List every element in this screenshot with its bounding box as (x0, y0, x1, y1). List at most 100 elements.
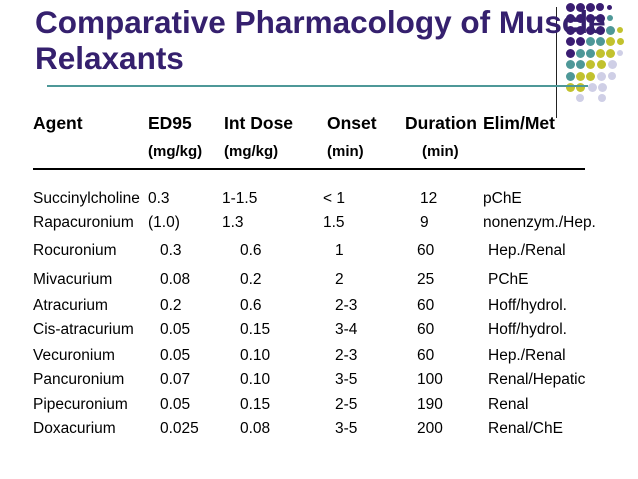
table-row: Atracurium 0.2 0.6 2-3 60 Hoff/hydrol. (33, 294, 613, 318)
cell-agent: Vecuronium (33, 347, 115, 365)
cell-onset: 3-5 (335, 371, 358, 389)
cell-agent: Mivacurium (33, 270, 113, 288)
cell-agent: Pipecuronium (33, 395, 128, 413)
olive-dot (565, 82, 575, 92)
lavender-dot (608, 72, 616, 80)
cell-int-dose: 0.2 (240, 270, 262, 288)
table-row: Doxacurium 0.025 0.08 3-5 200 Renal/ChE (33, 417, 613, 441)
table-row: Vecuronium 0.05 0.10 2-3 60 Hep./Renal (33, 344, 613, 368)
cell-agent: Atracurium (33, 296, 108, 314)
teal-dot (607, 15, 613, 21)
cell-agent: Doxacurium (33, 419, 116, 437)
cell-ed95: (1.0) (148, 214, 180, 232)
olive-dot (617, 27, 623, 33)
header-elim-met: Elim/Met (483, 113, 555, 133)
title-line-2: Relaxants (35, 40, 184, 76)
olive-dot (605, 48, 615, 58)
table-header-units-row: (mg/kg) (mg/kg) (min) (min) (33, 141, 613, 161)
table-row: Cis-atracurium 0.05 0.15 3-4 60 Hoff/hyd… (33, 318, 613, 342)
cell-duration: 200 (417, 419, 443, 437)
cell-int-dose: 0.08 (240, 419, 271, 437)
cell-duration: 190 (417, 395, 443, 413)
table-row: Pancuronium 0.07 0.10 3-5 100 Renal/Hepa… (33, 368, 613, 392)
header-onset: Onset (327, 113, 377, 133)
cell-int-dose: 0.15 (240, 395, 271, 413)
cell-onset: 3-5 (335, 419, 358, 437)
table-header-row: Agent ED95 Int Dose Onset Duration Elim/… (33, 113, 613, 133)
cell-duration: 60 (417, 347, 435, 365)
title-line-1: Comparative Pharmacology of Muscle (35, 4, 606, 40)
cell-elim-met: Hoff/hydrol. (488, 321, 567, 339)
olive-dot (616, 37, 624, 45)
cell-ed95: 0.05 (160, 321, 191, 339)
cell-elim-met: nonenzym./Hep. (483, 214, 596, 232)
cell-onset: < 1 (323, 190, 345, 208)
cell-onset: 2-3 (335, 296, 358, 314)
cell-duration: 60 (417, 242, 435, 260)
cell-elim-met: Renal (488, 395, 529, 413)
cell-int-dose: 1.3 (222, 214, 244, 232)
purple-dot (606, 4, 612, 10)
unit-ed95: (mg/kg) (148, 142, 203, 160)
cell-agent: Rocuronium (33, 242, 117, 260)
cell-elim-met: Hep./Renal (488, 242, 566, 260)
lavender-dot (597, 82, 607, 92)
cell-agent: Pancuronium (33, 371, 125, 389)
cell-int-dose: 0.6 (240, 242, 262, 260)
table-row: Pipecuronium 0.05 0.15 2-5 190 Renal (33, 393, 613, 417)
header-duration: Duration (405, 113, 477, 133)
header-underline (33, 168, 585, 170)
cell-int-dose: 0.10 (240, 371, 271, 389)
lavender-dot (598, 94, 606, 102)
cell-int-dose: 0.10 (240, 347, 271, 365)
cell-onset: 1.5 (323, 214, 345, 232)
cell-elim-met: Renal/Hepatic (488, 371, 586, 389)
cell-agent: Cis-atracurium (33, 321, 134, 339)
cell-elim-met: PChE (488, 270, 529, 288)
lavender-dot (617, 50, 623, 56)
cell-elim-met: Renal/ChE (488, 419, 563, 437)
table-row: Succinylcholine 0.3 1-1.5 < 1 12 pChE (33, 187, 613, 211)
cell-onset: 2-3 (335, 347, 358, 365)
cell-ed95: 0.2 (160, 296, 182, 314)
cell-duration: 12 (420, 190, 438, 208)
table-body: Succinylcholine 0.3 1-1.5 < 1 12 pChE Ra… (33, 187, 613, 441)
lavender-dot (576, 94, 584, 102)
lavender-dot (587, 82, 597, 92)
header-ed95: ED95 (148, 113, 192, 133)
cell-ed95: 0.05 (160, 347, 191, 365)
vertical-accent-line (556, 7, 557, 118)
cell-agent: Rapacuronium (33, 214, 134, 232)
unit-duration: (min) (422, 142, 459, 160)
cell-ed95: 0.08 (160, 270, 191, 288)
header-int-dose: Int Dose (224, 113, 294, 133)
cell-duration: 100 (417, 371, 443, 389)
olive-dot (575, 82, 585, 92)
cell-onset: 1 (335, 242, 344, 260)
olive-dot (605, 36, 615, 46)
table-row: Mivacurium 0.08 0.2 2 25 PChE (33, 268, 613, 292)
slide-title: Comparative Pharmacology of Muscle Relax… (35, 4, 606, 76)
cell-elim-met: pChE (483, 190, 522, 208)
cell-elim-met: Hep./Renal (488, 347, 566, 365)
header-agent: Agent (33, 113, 83, 133)
table-row: Rocuronium 0.3 0.6 1 60 Hep./Renal (33, 239, 613, 263)
cell-ed95: 0.3 (148, 190, 170, 208)
cell-duration: 25 (417, 270, 435, 288)
cell-duration: 9 (420, 214, 429, 232)
cell-int-dose: 0.6 (240, 296, 262, 314)
cell-elim-met: Hoff/hydrol. (488, 296, 567, 314)
title-underline (47, 85, 588, 87)
cell-ed95: 0.025 (160, 419, 199, 437)
cell-ed95: 0.3 (160, 242, 182, 260)
cell-ed95: 0.05 (160, 395, 191, 413)
unit-onset: (min) (327, 142, 364, 160)
teal-dot (605, 25, 615, 35)
cell-duration: 60 (417, 296, 435, 314)
cell-ed95: 0.07 (160, 371, 191, 389)
lavender-dot (607, 59, 617, 69)
unit-int-dose: (mg/kg) (224, 142, 279, 160)
cell-int-dose: 0.15 (240, 321, 271, 339)
table-row: Rapacuronium (1.0) 1.3 1.5 9 nonenzym./H… (33, 211, 613, 235)
